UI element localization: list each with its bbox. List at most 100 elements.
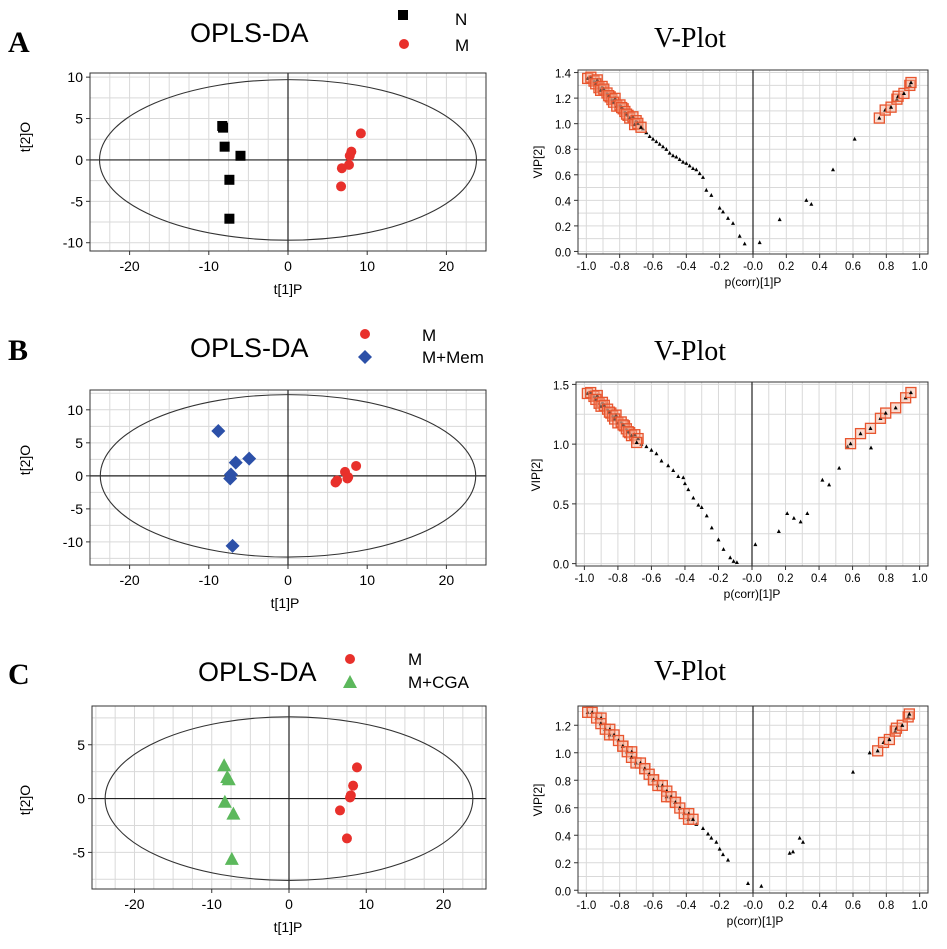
y-tick-label: -10 (63, 235, 83, 251)
vplot-point (791, 849, 795, 854)
vplot-point (622, 109, 627, 114)
vplot-point (649, 447, 654, 452)
vplot-point (721, 547, 726, 551)
x-tick-label: -0.6 (643, 261, 663, 273)
vplot-point (901, 91, 906, 96)
data-points (582, 71, 917, 246)
vplot-point (632, 432, 637, 437)
vplot-point (691, 166, 695, 170)
y-axis-label: VIP[2] (531, 146, 545, 179)
vplot-point (791, 516, 796, 520)
score-plot-b: -20 -10 0 10 20 -10 -5 0 5 10 t[1]P t[2]O (17, 389, 487, 611)
y-tick-label: 1.2 (555, 94, 571, 106)
vplot-point (600, 84, 605, 89)
x-tick-label: -10 (199, 258, 219, 274)
y-axis-label: t[2]O (17, 445, 33, 475)
data-point-circle (348, 780, 359, 791)
y-axis-label: VIP[2] (529, 459, 543, 492)
vplot-point (592, 78, 597, 83)
vplot-point (867, 750, 872, 755)
y-tick-label: 0.6 (555, 171, 571, 183)
data-point-circle (341, 833, 352, 844)
legend-marker-m-mem (358, 350, 372, 364)
y-tick-label: 1.0 (555, 749, 571, 761)
vplot-point (869, 445, 874, 450)
vplot-point (654, 451, 659, 456)
legend-marker-n (398, 10, 408, 20)
vplot-point (621, 422, 626, 427)
y-tick-label: 1.0 (555, 120, 571, 132)
data-point-circle (355, 128, 366, 139)
vplot-point (746, 881, 750, 885)
vplot-point (742, 241, 747, 246)
x-tick-label: -10 (202, 896, 222, 912)
y-tick-label: 0.0 (555, 247, 571, 259)
data-point-circle (345, 792, 356, 803)
vplot-point (805, 511, 810, 516)
vplot-point (635, 121, 640, 125)
vplot-point (704, 513, 709, 518)
data-point-square (224, 174, 235, 185)
vplot-point (820, 477, 825, 482)
y-tick-label: 5 (75, 435, 83, 451)
x-tick-label: -0.4 (676, 261, 696, 273)
vplot-point (785, 511, 790, 516)
vplot-point (667, 150, 672, 155)
vplot-point (666, 463, 671, 468)
vplot-point (630, 114, 635, 119)
vplot-point (877, 115, 882, 120)
x-tick-label: -0.6 (643, 900, 663, 912)
vplot-point (714, 839, 719, 844)
x-tick-label: 0.4 (811, 573, 828, 585)
score-plot-a: -20 -10 0 10 20 -10 -5 0 5 10 t[1]P t[2]O (17, 69, 487, 297)
vplot-point (684, 161, 689, 165)
x-tick-label: 0.4 (812, 900, 829, 912)
vplot-point (726, 216, 730, 220)
vplot-title-b: V-Plot (654, 336, 726, 367)
y-tick-label: 0.4 (555, 831, 572, 843)
vplot-point (731, 559, 736, 563)
vplot-point (709, 193, 714, 197)
y-tick-label: 1.0 (553, 440, 569, 452)
x-tick-label: 0.4 (812, 261, 829, 273)
y-tick-label: 0.0 (555, 886, 571, 898)
vplot-point (716, 537, 721, 542)
x-axis-label: p(corr)[1]P (727, 914, 784, 928)
x-tick-label: 1.0 (912, 573, 928, 585)
data-point-circle (336, 163, 347, 174)
x-tick-label: -20 (119, 258, 139, 274)
vplot-point (894, 96, 899, 101)
x-tick-label: 0 (284, 258, 292, 274)
score-plot-title-c: OPLS-DA (198, 657, 317, 687)
y-tick-label: 0.0 (553, 560, 569, 572)
vplot-point (614, 412, 619, 417)
y-tick-label: 0.8 (555, 145, 571, 157)
vplot-point (687, 163, 692, 168)
data-points (582, 706, 915, 888)
vplot-c: -1.0 -0.8 -0.6 -0.4 -0.2 -0.0 0.2 0.4 0.6 0.8 1.0 0… (531, 705, 929, 928)
panel-letter-b: B (8, 334, 28, 367)
y-tick-label: 0.5 (553, 500, 569, 512)
x-tick-label: 0.2 (778, 900, 794, 912)
x-tick-label: 20 (439, 258, 455, 274)
vplot-point (644, 444, 649, 449)
data-point-triangle (217, 794, 232, 808)
x-tick-label: 0.6 (845, 573, 861, 585)
score-plot-title-b: OPLS-DA (190, 333, 309, 363)
vplot-point (610, 413, 615, 418)
vplot-b: -1.0 -0.8 -0.6 -0.4 -0.2 -0.0 0.2 0.4 0.6 0.8 1.0 0… (529, 380, 929, 601)
data-point-square (218, 122, 229, 133)
y-tick-label: -5 (71, 501, 84, 517)
legend-label-m-a: M (455, 36, 469, 55)
vplot-point (671, 153, 675, 158)
x-tick-label: -1.0 (576, 900, 596, 912)
x-tick-label: 0.6 (845, 261, 861, 273)
vplot-point (657, 141, 662, 146)
x-tick-label: -0.0 (743, 900, 763, 912)
x-tick-label: 0.8 (878, 573, 894, 585)
vplot-point (697, 171, 702, 176)
x-tick-label: -0.2 (710, 261, 730, 273)
panel-letter-a: A (8, 26, 30, 59)
y-tick-label: 5 (75, 111, 83, 127)
